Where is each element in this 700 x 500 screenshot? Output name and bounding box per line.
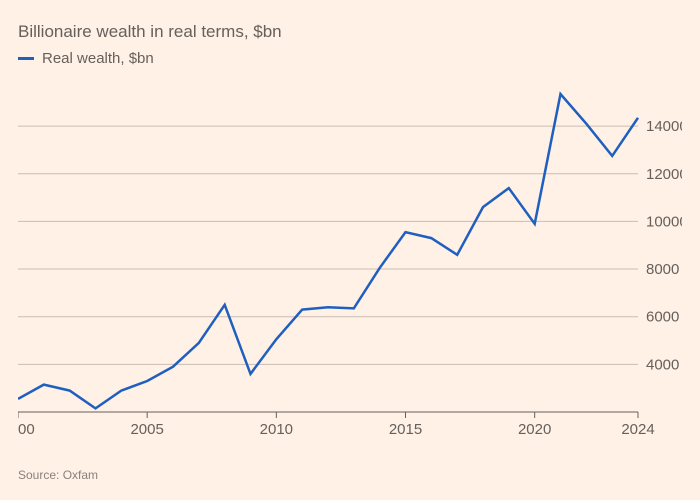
chart-subtitle: Billionaire wealth in real terms, $bn	[18, 22, 282, 42]
legend-label: Real wealth, $bn	[42, 50, 154, 67]
svg-text:4000: 4000	[646, 356, 679, 373]
svg-text:10000: 10000	[646, 213, 682, 230]
svg-text:2005: 2005	[130, 421, 163, 438]
legend: Real wealth, $bn	[18, 50, 154, 67]
series-line	[18, 94, 638, 408]
svg-text:2015: 2015	[389, 421, 422, 438]
svg-text:8000: 8000	[646, 261, 679, 278]
legend-swatch	[18, 57, 34, 60]
y-gridlines	[18, 126, 638, 364]
svg-text:2010: 2010	[260, 421, 293, 438]
chart-container: Billionaire wealth in real terms, $bn Re…	[0, 0, 700, 500]
chart-source: Source: Oxfam	[18, 468, 98, 482]
svg-text:6000: 6000	[646, 309, 679, 326]
x-ticks	[18, 412, 638, 418]
chart-plot: 4000 6000 8000 10000 12000 14000 2000 2005 2010…	[18, 88, 682, 438]
svg-text:2020: 2020	[518, 421, 551, 438]
svg-text:12000: 12000	[646, 166, 682, 183]
svg-text:2000: 2000	[18, 421, 35, 438]
y-tick-labels: 4000 6000 8000 10000 12000 14000	[646, 118, 682, 373]
svg-text:14000: 14000	[646, 118, 682, 135]
svg-text:2024: 2024	[621, 421, 654, 438]
x-tick-labels: 2000 2005 2010 2015 2020 2024	[18, 421, 655, 438]
